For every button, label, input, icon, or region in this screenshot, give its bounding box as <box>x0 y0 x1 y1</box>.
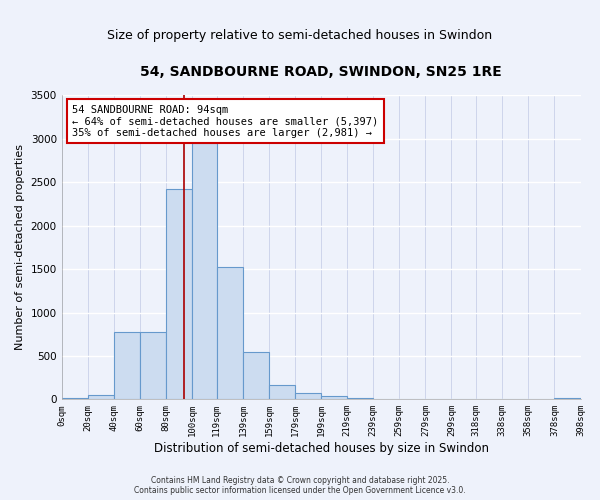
Bar <box>295 394 321 400</box>
Bar <box>347 398 373 400</box>
Bar <box>321 396 347 400</box>
Text: Contains HM Land Registry data © Crown copyright and database right 2025.
Contai: Contains HM Land Registry data © Crown c… <box>134 476 466 495</box>
Bar <box>140 332 166 400</box>
Bar <box>62 398 88 400</box>
Bar <box>88 395 114 400</box>
Bar <box>243 352 269 400</box>
Bar <box>192 143 217 400</box>
Text: Size of property relative to semi-detached houses in Swindon: Size of property relative to semi-detach… <box>107 30 493 43</box>
Bar <box>166 189 192 400</box>
Bar <box>114 332 140 400</box>
Title: 54, SANDBOURNE ROAD, SWINDON, SN25 1RE: 54, SANDBOURNE ROAD, SWINDON, SN25 1RE <box>140 65 502 79</box>
Bar <box>217 268 243 400</box>
X-axis label: Distribution of semi-detached houses by size in Swindon: Distribution of semi-detached houses by … <box>154 442 488 455</box>
Bar <box>269 386 295 400</box>
Text: 54 SANDBOURNE ROAD: 94sqm
← 64% of semi-detached houses are smaller (5,397)
35% : 54 SANDBOURNE ROAD: 94sqm ← 64% of semi-… <box>72 104 378 138</box>
Bar <box>554 398 581 400</box>
Y-axis label: Number of semi-detached properties: Number of semi-detached properties <box>15 144 25 350</box>
